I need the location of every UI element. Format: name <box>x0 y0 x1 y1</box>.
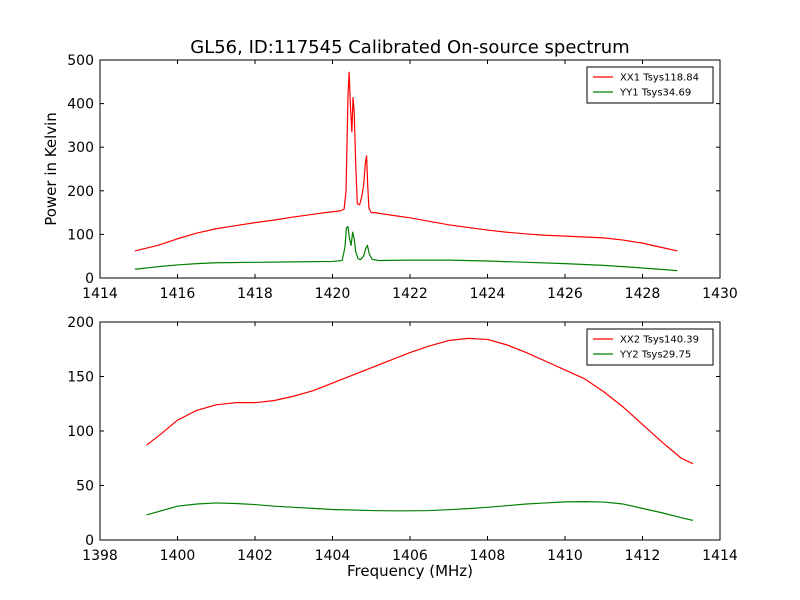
y-tick-label: 400 <box>67 97 94 113</box>
x-tick-label: 1414 <box>82 286 118 302</box>
x-tick-label: 1408 <box>470 548 506 564</box>
y-tick-label: 100 <box>67 424 94 440</box>
y-axis-title: Power in Kelvin <box>42 112 60 226</box>
x-tick-label: 1398 <box>82 548 118 564</box>
x-tick-label: 1424 <box>470 286 506 302</box>
series-line-yy2 <box>146 501 694 521</box>
x-tick-label: 1430 <box>702 286 738 302</box>
y-tick-label: 300 <box>67 140 94 156</box>
x-axis-title: Frequency (MHz) <box>347 562 473 580</box>
y-tick-label: 500 <box>67 53 94 69</box>
y-tick-label: 200 <box>67 315 94 331</box>
y-tick-label: 200 <box>67 184 94 200</box>
legend-label: XX1 Tsys118.84 <box>620 73 699 84</box>
x-tick-label: 1416 <box>160 286 196 302</box>
x-tick-label: 1400 <box>160 548 196 564</box>
y-tick-label: 150 <box>67 370 94 386</box>
legend-box <box>586 328 714 366</box>
top-panel: 1414 1416 1418 1420 1422 1424 1426 1428 1430 0 100… <box>42 53 738 302</box>
x-tick-label: 1406 <box>392 548 428 564</box>
x-tick-label: 1414 <box>702 548 738 564</box>
y-tick-label: 0 <box>85 271 94 287</box>
y-tick-label: 0 <box>85 533 94 549</box>
x-tick-label: 1418 <box>237 286 273 302</box>
x-tick-label: 1404 <box>315 548 351 564</box>
legend-label: XX2 Tsys140.39 <box>620 335 699 346</box>
figure-title: GL56, ID:117545 Calibrated On-source spe… <box>190 37 629 58</box>
legend-label: YY2 Tsys29.75 <box>619 350 691 361</box>
series-line-xx1 <box>134 71 678 252</box>
x-tick-label: 1402 <box>237 548 273 564</box>
legend: XX1 Tsys118.84 YY1 Tsys34.69 <box>586 66 714 104</box>
legend: XX2 Tsys140.39 YY2 Tsys29.75 <box>586 328 714 366</box>
y-tick-label: 100 <box>67 227 94 243</box>
bottom-panel: 1398 1400 1402 1404 1406 1408 1410 1412 1414 0 50 1… <box>67 315 738 580</box>
y-tick-label: 50 <box>76 479 94 495</box>
x-tick-label: 1422 <box>392 286 428 302</box>
x-tick-label: 1428 <box>625 286 661 302</box>
x-tick-label: 1426 <box>547 286 583 302</box>
series-line-yy1 <box>134 225 678 272</box>
legend-box <box>586 66 714 104</box>
x-tick-label: 1410 <box>547 548 583 564</box>
x-tick-label: 1420 <box>315 286 351 302</box>
x-tick-label: 1412 <box>625 548 661 564</box>
series-line-xx2 <box>146 337 694 465</box>
legend-label: YY1 Tsys34.69 <box>619 88 691 99</box>
